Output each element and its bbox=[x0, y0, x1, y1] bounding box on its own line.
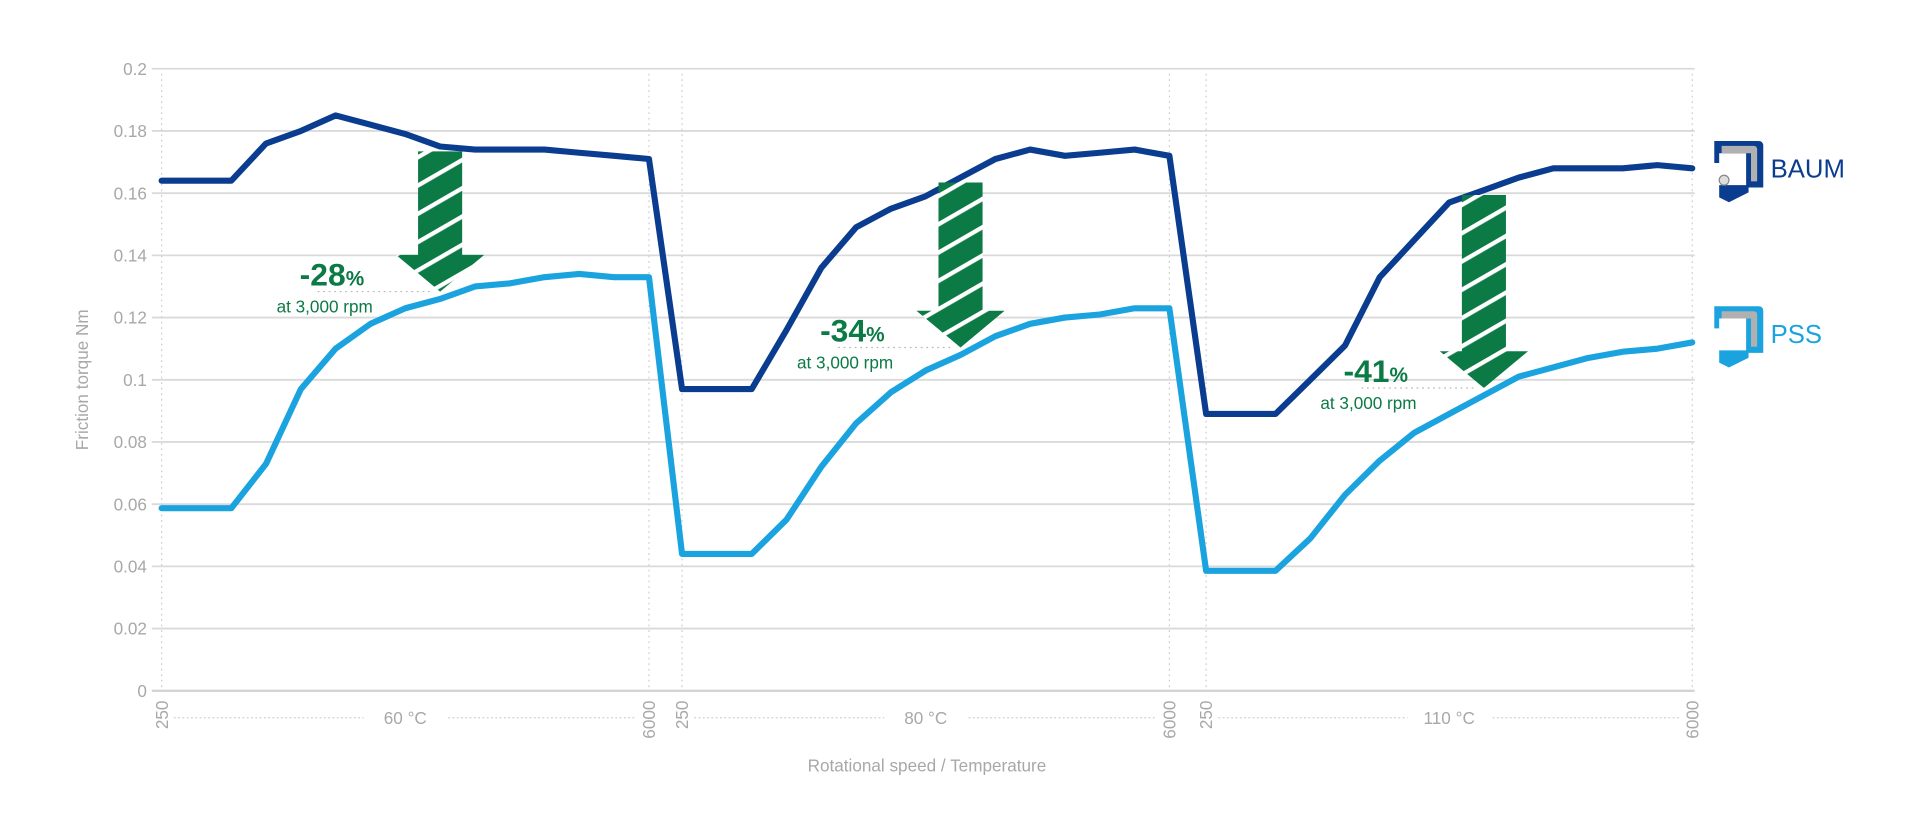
y-tick-label: 0.16 bbox=[114, 183, 147, 203]
y-tick-label: 0.08 bbox=[114, 432, 147, 452]
reduction-unit: % bbox=[1389, 364, 1408, 387]
legend-label: BAUM bbox=[1771, 156, 1845, 184]
reduction-value: -34% bbox=[820, 312, 885, 348]
spring-icon bbox=[1718, 174, 1730, 186]
seal-insert-icon bbox=[1721, 145, 1758, 182]
reduction-number: -34 bbox=[820, 312, 866, 348]
x-tick-start: 250 bbox=[672, 701, 692, 730]
reduction-unit: % bbox=[866, 323, 885, 346]
y-tick-label: 0.02 bbox=[114, 619, 147, 639]
reduction-condition: at 3,000 rpm bbox=[1320, 393, 1416, 413]
x-tick-start: 250 bbox=[152, 701, 172, 730]
temperature-label: 110 °C bbox=[1424, 708, 1475, 728]
y-tick-label: 0.2 bbox=[123, 59, 147, 79]
reduction-value: -28% bbox=[300, 256, 365, 292]
temp-label-bg bbox=[1407, 705, 1491, 730]
reduction-arrow: -34% at 3,000 rpm bbox=[797, 182, 1005, 372]
x-tick-end: 6000 bbox=[1682, 701, 1702, 739]
temp-label-bg bbox=[884, 705, 968, 730]
legend-label: PSS bbox=[1771, 321, 1822, 349]
series-line-baum bbox=[158, 112, 1696, 417]
x-axis-label: Rotational speed / Temperature bbox=[808, 756, 1047, 776]
arrow-down-icon bbox=[396, 151, 485, 292]
reduction-value: -41% bbox=[1343, 353, 1408, 389]
reduction-number: -41 bbox=[1343, 353, 1389, 389]
series-line-pss bbox=[158, 270, 1696, 574]
seal-lip-icon bbox=[1719, 350, 1749, 368]
y-tick-label: 0.14 bbox=[114, 245, 148, 265]
y-tick-label: 0.06 bbox=[114, 494, 147, 514]
y-tick-label: 0.1 bbox=[123, 370, 147, 390]
reduction-unit: % bbox=[346, 267, 365, 290]
y-tick-label: 0.18 bbox=[114, 121, 147, 141]
reduction-arrow: -41% at 3,000 rpm bbox=[1320, 194, 1528, 413]
seal-insert-icon bbox=[1721, 311, 1758, 347]
reduction-condition: at 3,000 rpm bbox=[277, 296, 373, 316]
legend-item-baum: BAUM bbox=[1714, 141, 1845, 203]
reduction-arrow: -28% at 3,000 rpm bbox=[277, 151, 485, 316]
x-tick-end: 6000 bbox=[1160, 701, 1180, 739]
reduction-number: -28 bbox=[300, 256, 346, 292]
arrow-down-icon bbox=[916, 182, 1005, 348]
reduction-condition: at 3,000 rpm bbox=[797, 352, 893, 372]
y-tick-label: 0.12 bbox=[114, 308, 147, 328]
temperature-label: 80 °C bbox=[904, 708, 947, 728]
arrow-down-icon bbox=[1439, 194, 1528, 388]
y-tick-label: 0 bbox=[137, 681, 147, 701]
y-axis-label: Friction torque Nm bbox=[72, 309, 92, 450]
x-tick-end: 6000 bbox=[639, 701, 659, 739]
seal-lip-icon bbox=[1719, 185, 1749, 203]
temp-label-bg bbox=[363, 705, 447, 730]
temperature-label: 60 °C bbox=[384, 708, 427, 728]
y-tick-label: 0.04 bbox=[114, 557, 148, 577]
x-tick-start: 250 bbox=[1196, 701, 1216, 730]
legend-item-pss: PSS bbox=[1714, 306, 1822, 368]
